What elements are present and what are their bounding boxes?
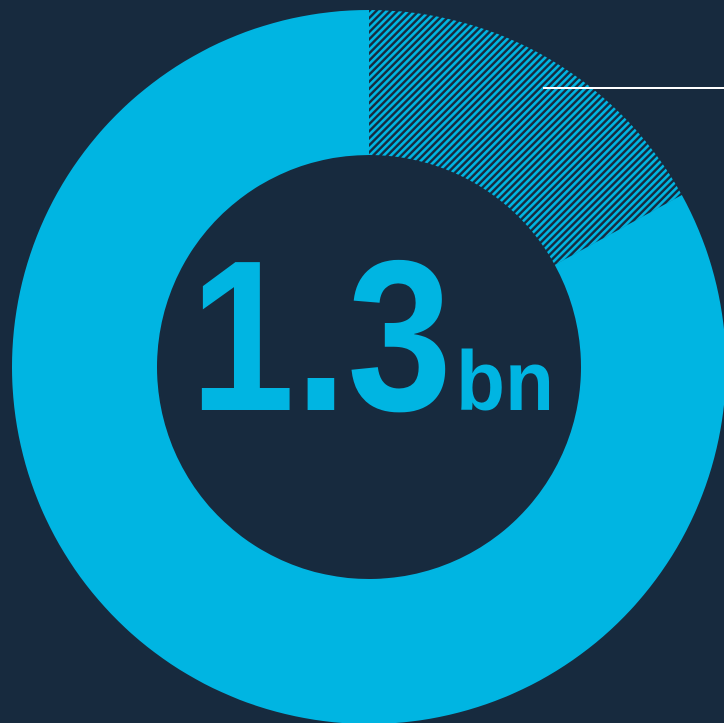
donut-slice bbox=[12, 10, 724, 723]
center-unit: bn bbox=[456, 334, 554, 428]
donut-slice bbox=[369, 10, 682, 265]
center-value: 1.3 bbox=[190, 215, 452, 456]
donut bbox=[12, 10, 724, 723]
